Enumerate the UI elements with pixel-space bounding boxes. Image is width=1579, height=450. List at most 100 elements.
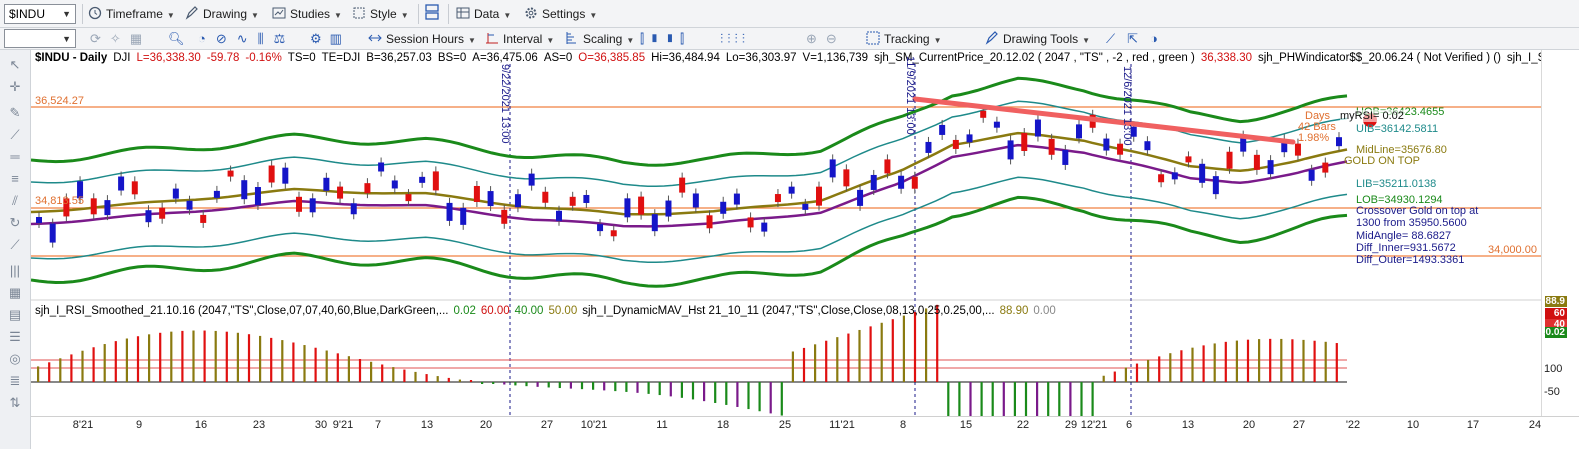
date-tick-label: 16 bbox=[194, 419, 208, 431]
interval-combo[interactable]: ▼ bbox=[4, 29, 76, 48]
date-tick-label: 9'21 bbox=[332, 419, 354, 431]
hline-icon[interactable]: ═ bbox=[10, 149, 20, 164]
fib-icon[interactable]: ≡ bbox=[11, 171, 19, 186]
histogram-bar bbox=[1324, 341, 1327, 382]
change-value: -59.78 bbox=[206, 52, 240, 64]
histogram-bar bbox=[736, 382, 739, 407]
hline-label-top: 36,524.27 bbox=[35, 95, 84, 107]
histogram-bar bbox=[1202, 345, 1205, 382]
target-icon[interactable]: ◎ bbox=[9, 351, 21, 366]
histogram-bar bbox=[913, 312, 917, 382]
candle bbox=[1199, 163, 1206, 183]
candle bbox=[884, 159, 891, 174]
axis-label-100: 100 bbox=[1544, 363, 1563, 375]
chart-tools[interactable]: ◔⊘∿⫼⚖ bbox=[198, 29, 295, 49]
date-tick-label: 8'21 bbox=[72, 419, 94, 431]
date-tick-label: 10'21 bbox=[580, 419, 608, 431]
midline-purple bbox=[31, 143, 1348, 228]
pointer-icon[interactable]: ↖ bbox=[9, 57, 21, 72]
trend-line bbox=[912, 96, 1296, 145]
rotate-icon[interactable]: ↻ bbox=[9, 215, 21, 230]
date-tick-label: 12'21 bbox=[1080, 419, 1108, 431]
candle bbox=[36, 217, 42, 223]
date-tick-label: 13 bbox=[1181, 419, 1195, 431]
candle bbox=[720, 201, 727, 214]
setup-tools[interactable]: ⚙▥ bbox=[310, 29, 350, 49]
table-icon[interactable]: ▤ bbox=[8, 307, 22, 322]
grid-tool-icon[interactable]: ▦ bbox=[8, 285, 22, 300]
symbol-label: $INDU - Daily bbox=[35, 52, 108, 64]
layout-button[interactable] bbox=[425, 4, 443, 24]
histogram-bar bbox=[1058, 382, 1061, 416]
histogram-bar bbox=[1246, 339, 1250, 382]
drawing-menu[interactable]: Drawing ▼ bbox=[185, 4, 259, 24]
histogram-bar bbox=[636, 382, 639, 393]
price-chart[interactable] bbox=[31, 50, 1541, 416]
date-tick-label: 8 bbox=[899, 419, 907, 431]
candle bbox=[788, 186, 795, 194]
mav-value-2: 0.00 bbox=[1033, 305, 1056, 317]
candle bbox=[898, 175, 905, 189]
range-buttons[interactable]: ⫶⫶⫶⫶ bbox=[720, 29, 749, 49]
candle bbox=[870, 174, 877, 190]
quick-tools[interactable]: ⟳✧▦ bbox=[90, 29, 151, 49]
drawing-tools-menu[interactable]: Drawing Tools ▼ bbox=[985, 29, 1090, 49]
candle bbox=[118, 176, 125, 191]
candle bbox=[1308, 169, 1315, 181]
levels-icon[interactable]: ≣ bbox=[9, 373, 21, 388]
date-tick-label: 10 bbox=[1406, 419, 1420, 431]
study1-label: sjh_SM_CurrentPrice_20.12.02 ( 2047 , "T… bbox=[874, 52, 1195, 64]
crosshair-icon[interactable]: ✛ bbox=[9, 79, 21, 94]
histogram-bar bbox=[170, 331, 173, 382]
candle bbox=[77, 181, 84, 199]
candle bbox=[254, 187, 261, 206]
timeframe-menu[interactable]: Timeframe ▼ bbox=[88, 4, 175, 24]
pen-icon[interactable]: ✎ bbox=[9, 105, 21, 120]
histogram-bar bbox=[292, 342, 295, 382]
histogram-bar bbox=[603, 382, 606, 391]
zoom-tool[interactable]: 🔍︎ bbox=[168, 29, 185, 49]
tracking-icon bbox=[866, 31, 880, 45]
histogram-bar bbox=[891, 319, 894, 382]
style-menu[interactable]: Style ▼ bbox=[352, 4, 409, 24]
channel-icon[interactable]: ⫽ bbox=[12, 193, 18, 208]
candle bbox=[1226, 151, 1233, 169]
date-axis[interactable]: 8'21 9 16 23 30 9'21 7 13 20 27 10'21 11 18 25 11'21 8 1… bbox=[31, 416, 1579, 450]
interval-menu[interactable]: Interval ▼ bbox=[485, 29, 554, 49]
bar-icon: ⫿ bbox=[679, 31, 690, 46]
columns-icon: ▥ bbox=[329, 31, 350, 46]
scale-tool-icon[interactable]: ⇅ bbox=[9, 395, 21, 410]
bar-style-buttons[interactable]: ⫿▮▮⫿ bbox=[640, 29, 689, 49]
histogram-bar bbox=[525, 382, 528, 387]
candle bbox=[1103, 138, 1110, 151]
list-icon[interactable]: ☰ bbox=[9, 329, 21, 344]
histogram-bar bbox=[625, 382, 628, 392]
studies-menu[interactable]: Studies ▼ bbox=[272, 4, 342, 24]
histogram-bar bbox=[203, 330, 206, 382]
tracking-menu[interactable]: Tracking ▼ bbox=[866, 29, 942, 49]
price-axis[interactable]: 150 100 -50 bbox=[1541, 50, 1579, 416]
data-menu[interactable]: Data ▼ bbox=[456, 4, 511, 24]
candle bbox=[1117, 143, 1124, 155]
candle bbox=[993, 121, 1000, 128]
symbol-input[interactable]: $INDU ▼ bbox=[4, 4, 76, 24]
upper-outer-band bbox=[31, 76, 1348, 167]
trendline-icon[interactable]: ⟋ bbox=[10, 127, 20, 142]
histogram-bar bbox=[181, 330, 184, 382]
candle bbox=[857, 189, 864, 206]
session-hours-menu[interactable]: Session Hours ▼ bbox=[368, 29, 476, 49]
data-icon bbox=[456, 6, 470, 20]
histogram-bar bbox=[48, 362, 51, 382]
bars-icon[interactable]: ||| bbox=[9, 263, 21, 278]
extra-tools[interactable]: ⟋⇱◑ bbox=[1106, 29, 1170, 49]
settings-menu[interactable]: Settings ▼ bbox=[524, 4, 597, 24]
date-tick-label: 27 bbox=[540, 419, 554, 431]
ruler-icon[interactable]: ⟋ bbox=[10, 237, 20, 252]
midline-label: MidLine=35676.80 bbox=[1356, 144, 1447, 156]
scaling-menu[interactable]: Scaling ▼ bbox=[565, 29, 634, 49]
candle bbox=[1034, 119, 1041, 137]
date-tick-label: '22 bbox=[1345, 419, 1361, 431]
candle bbox=[1171, 172, 1178, 180]
zoom-buttons[interactable]: ⊕⊖ bbox=[806, 29, 846, 49]
histogram-bar bbox=[125, 338, 128, 382]
